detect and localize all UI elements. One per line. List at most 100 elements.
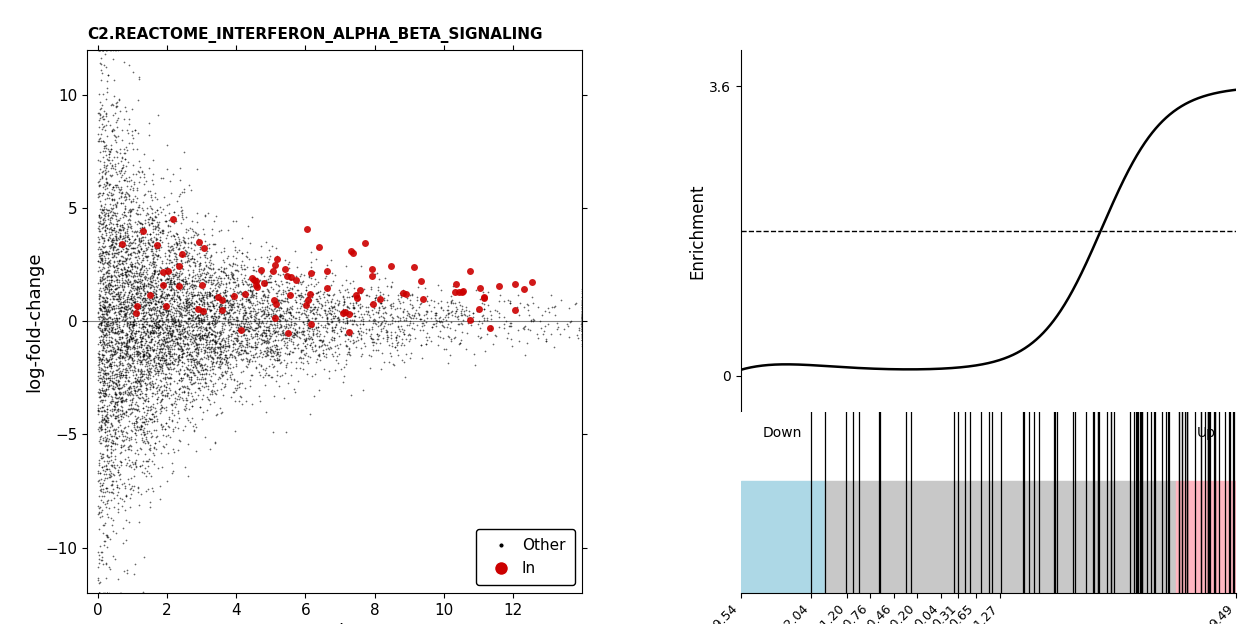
Point [136,372,156,382]
Point [115,310,135,319]
Point [157,268,177,278]
Point [275,393,295,403]
Point [150,301,170,311]
Point [185,260,205,270]
Point [377,328,397,338]
Point [280,348,300,358]
Point [125,399,145,409]
Point [300,323,319,333]
Point [120,331,140,341]
Point [341,308,361,318]
Point [92,334,112,344]
Point [288,376,308,386]
Point [109,94,129,104]
Point [106,317,126,327]
Point [91,54,111,64]
Point [212,295,232,305]
Point [137,213,157,223]
Point [163,269,183,279]
Point [232,277,252,287]
Point [112,135,132,145]
Point [119,382,139,392]
Point [124,291,144,301]
Point [293,349,313,359]
Point [90,541,110,551]
Point [348,326,368,336]
Point [182,298,202,308]
Point [238,358,258,368]
Point [216,291,236,301]
Point [130,271,150,281]
Point [144,294,163,304]
Point [170,303,190,313]
Point [104,317,124,327]
Point [211,327,231,337]
Point [99,280,119,290]
Point [180,313,200,323]
Point [114,198,134,208]
Point [112,265,132,275]
Point [106,45,126,55]
Point [126,462,146,472]
Point [106,389,126,399]
Point [109,352,129,362]
Point [248,337,268,347]
Point [163,308,183,318]
Point [290,291,310,301]
Point [230,391,250,401]
Point [158,255,178,265]
Point [163,273,183,283]
Point [141,428,161,438]
Point [372,317,392,327]
Point [168,287,188,297]
Point [343,302,363,312]
Point [135,323,155,333]
Point [104,163,124,173]
Point [243,333,263,343]
Point [157,341,177,351]
Point [167,408,187,418]
Point [131,359,151,369]
Point [261,344,281,354]
Point [149,305,168,315]
Point [91,75,111,85]
Point [196,337,216,347]
Point [97,484,117,494]
Point [305,302,324,312]
Point [112,371,132,381]
Point [155,271,175,281]
Point [237,333,257,343]
Point [94,283,114,293]
Point [92,417,112,427]
Point [160,336,180,346]
Point [383,301,403,311]
Point [91,374,111,384]
Point [145,389,165,399]
Point [106,146,126,156]
Point [210,329,230,339]
Point [92,119,112,129]
Point [117,250,137,260]
Point [134,169,154,179]
Point [121,293,141,303]
Point [110,213,130,223]
Point [162,216,182,226]
Point [192,326,212,336]
Point [144,328,163,338]
Point [256,331,276,341]
Point [131,411,151,421]
Point [99,321,119,331]
Point [431,302,451,312]
Point [142,344,162,354]
Point [175,300,195,310]
Point [135,322,155,332]
Point [107,219,127,229]
Point [222,329,242,339]
Point [100,207,120,217]
Point [297,300,317,310]
Point [158,208,178,218]
Point [195,312,215,322]
Point [152,236,172,246]
Point [176,298,196,308]
Point [91,421,111,431]
